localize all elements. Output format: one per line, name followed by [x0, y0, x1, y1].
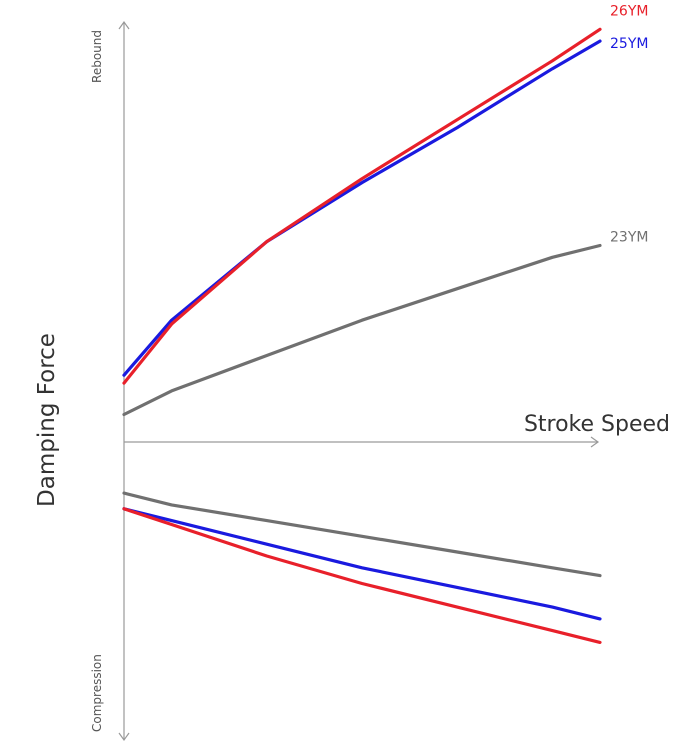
series-26ym-compression-line — [122, 507, 602, 645]
rebound-label: Rebound — [90, 30, 104, 83]
axes — [118, 20, 600, 742]
y-axis-arrow-up — [118, 20, 130, 30]
x-axis-arrow — [590, 436, 600, 448]
series-25ym-rebound-line — [122, 39, 602, 377]
compression-label: Compression — [90, 654, 104, 732]
series-label-26ym: 26YM — [610, 3, 648, 19]
y-axis-arrow-down — [118, 732, 130, 742]
series-layer — [122, 27, 602, 645]
x-axis-label: Stroke Speed — [524, 412, 670, 437]
series-23ym-compression-line — [122, 491, 602, 578]
series-23ym-rebound-line — [122, 243, 602, 417]
series-label-25ym: 25YM — [610, 36, 648, 52]
series-26ym-rebound-line — [122, 27, 602, 385]
series-25ym-compression-line — [122, 507, 602, 621]
series-label-23ym: 23YM — [610, 230, 648, 246]
y-axis-label: Damping Force — [34, 333, 60, 507]
labels-layer: Damping Force Stroke Speed Rebound Compr… — [34, 3, 670, 732]
